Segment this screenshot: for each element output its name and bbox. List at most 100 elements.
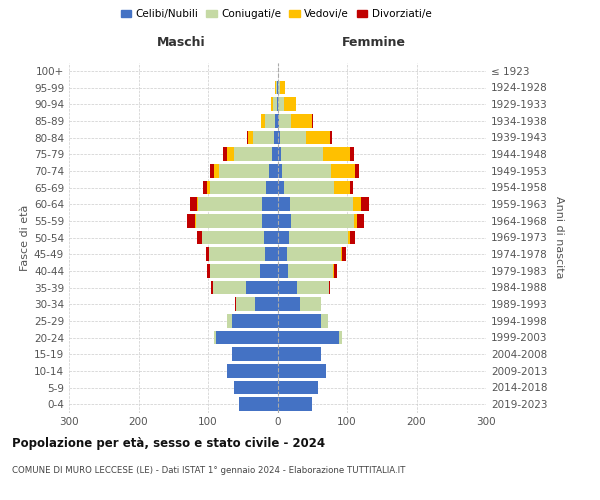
Bar bbox=[333, 264, 334, 278]
Bar bbox=[277, 180, 284, 194]
Bar bbox=[227, 364, 277, 378]
Bar bbox=[284, 180, 334, 194]
Bar bbox=[190, 198, 197, 211]
Bar bbox=[277, 164, 283, 177]
Bar bbox=[274, 98, 277, 111]
Bar bbox=[277, 314, 320, 328]
Bar bbox=[277, 64, 278, 78]
Bar bbox=[275, 114, 277, 128]
Bar bbox=[198, 198, 262, 211]
Bar bbox=[206, 180, 210, 194]
Bar bbox=[263, 230, 277, 244]
Bar bbox=[234, 148, 272, 161]
Bar bbox=[269, 164, 277, 177]
Bar bbox=[278, 98, 284, 111]
Text: Popolazione per età, sesso e stato civile - 2024: Popolazione per età, sesso e stato civil… bbox=[12, 438, 325, 450]
Bar bbox=[277, 380, 318, 394]
Bar bbox=[288, 264, 333, 278]
Bar bbox=[261, 114, 265, 128]
Bar bbox=[334, 264, 337, 278]
Bar bbox=[227, 148, 234, 161]
Bar bbox=[255, 298, 277, 311]
Bar bbox=[232, 314, 277, 328]
Bar bbox=[276, 80, 277, 94]
Bar bbox=[341, 248, 342, 261]
Bar bbox=[331, 164, 355, 177]
Bar bbox=[235, 298, 236, 311]
Bar bbox=[197, 198, 198, 211]
Bar bbox=[338, 330, 342, 344]
Bar bbox=[262, 198, 277, 211]
Bar bbox=[262, 214, 277, 228]
Bar bbox=[187, 214, 196, 228]
Bar bbox=[210, 164, 214, 177]
Bar bbox=[208, 264, 210, 278]
Bar bbox=[350, 180, 353, 194]
Bar bbox=[300, 298, 320, 311]
Bar bbox=[277, 80, 278, 94]
Bar bbox=[353, 198, 361, 211]
Bar bbox=[279, 114, 292, 128]
Bar bbox=[342, 248, 346, 261]
Bar bbox=[227, 314, 232, 328]
Bar bbox=[203, 180, 206, 194]
Bar bbox=[292, 214, 354, 228]
Bar bbox=[277, 114, 279, 128]
Bar bbox=[355, 164, 359, 177]
Bar bbox=[196, 214, 262, 228]
Text: Femmine: Femmine bbox=[341, 36, 406, 49]
Text: COMUNE DI MURO LECCESE (LE) - Dati ISTAT 1° gennaio 2024 - Elaborazione TUTTITAL: COMUNE DI MURO LECCESE (LE) - Dati ISTAT… bbox=[12, 466, 406, 475]
Bar bbox=[283, 164, 331, 177]
Bar bbox=[289, 230, 347, 244]
Bar bbox=[239, 398, 277, 411]
Bar bbox=[358, 214, 364, 228]
Bar bbox=[253, 130, 274, 144]
Bar bbox=[197, 230, 202, 244]
Bar bbox=[277, 198, 290, 211]
Bar bbox=[214, 330, 217, 344]
Bar bbox=[277, 330, 338, 344]
Bar bbox=[306, 130, 331, 144]
Bar bbox=[277, 130, 280, 144]
Bar bbox=[354, 214, 358, 228]
Bar bbox=[248, 130, 253, 144]
Bar bbox=[213, 280, 246, 294]
Bar bbox=[211, 280, 213, 294]
Bar bbox=[277, 148, 281, 161]
Bar bbox=[287, 248, 341, 261]
Bar bbox=[214, 164, 219, 177]
Bar bbox=[277, 248, 287, 261]
Bar bbox=[265, 248, 277, 261]
Bar bbox=[265, 114, 275, 128]
Bar bbox=[277, 280, 297, 294]
Bar bbox=[280, 130, 306, 144]
Bar bbox=[277, 364, 326, 378]
Bar bbox=[284, 98, 296, 111]
Bar bbox=[206, 248, 209, 261]
Bar bbox=[280, 80, 285, 94]
Bar bbox=[275, 80, 276, 94]
Bar bbox=[260, 264, 277, 278]
Bar bbox=[266, 180, 277, 194]
Bar bbox=[329, 280, 331, 294]
Bar bbox=[235, 380, 277, 394]
Bar bbox=[350, 230, 355, 244]
Bar bbox=[278, 80, 280, 94]
Bar bbox=[323, 148, 350, 161]
Bar bbox=[361, 198, 369, 211]
Bar bbox=[217, 330, 277, 344]
Bar bbox=[312, 114, 313, 128]
Bar bbox=[331, 130, 332, 144]
Bar bbox=[320, 314, 328, 328]
Y-axis label: Anni di nascita: Anni di nascita bbox=[554, 196, 564, 278]
Bar bbox=[210, 264, 260, 278]
Bar bbox=[334, 180, 350, 194]
Bar bbox=[277, 348, 320, 361]
Bar bbox=[236, 298, 255, 311]
Bar bbox=[277, 398, 312, 411]
Bar bbox=[209, 248, 265, 261]
Bar bbox=[297, 280, 329, 294]
Bar bbox=[277, 298, 300, 311]
Bar bbox=[350, 148, 354, 161]
Bar bbox=[271, 98, 274, 111]
